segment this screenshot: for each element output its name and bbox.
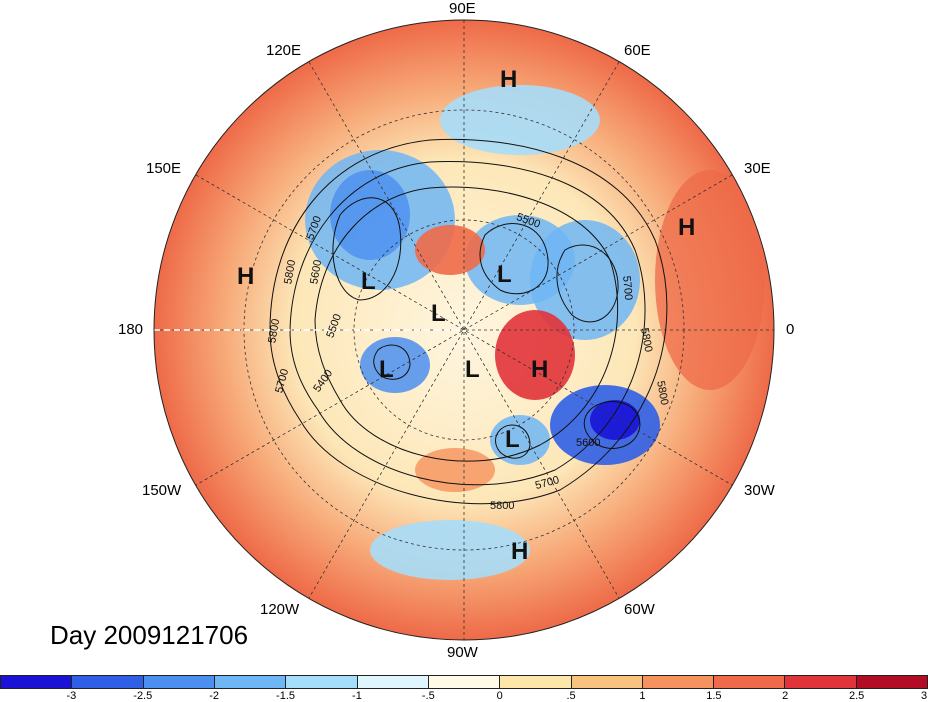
colorbar-swatch [641,676,714,688]
lon-label-0: 0 [786,321,795,338]
colorbar-tick-label: 2 [782,690,789,702]
low-center-6: L [505,426,520,453]
low-center-1: L [361,268,376,295]
colorbar-tick-label: -2.5 [133,690,153,702]
lon-label-150e: 150E [146,160,182,177]
lon-label-120w: 120W [260,601,300,618]
colorbar-tick-label: .5 [566,690,576,702]
height-contours [269,138,668,505]
colorbar-tick-label: -3 [66,690,77,702]
high-center-3: H [237,263,255,290]
contour-label: 5700 [620,275,635,301]
high-center-4: H [531,356,549,383]
colorbar-tick-label: -.5 [421,690,435,702]
lon-label-30w: 30W [744,482,775,499]
lon-label-180: 180 [118,321,144,338]
colorbar-tick-label: 0 [496,690,503,702]
low-center-5: L [465,356,480,383]
colorbar-swatch [71,676,143,688]
colorbar-tick-label: 1 [639,690,646,702]
low-center-4: L [379,356,394,383]
colorbar-tick-label: 1.5 [706,690,722,702]
map-title: Day 2009121706 [50,620,249,650]
contour-label: 5800 [490,500,515,512]
colorbar-swatch [570,676,642,688]
lon-label-120e: 120E [266,42,302,59]
colorbar-swatch [855,676,928,688]
colorbar-swatch [784,676,856,688]
colorbar-tick-label: -2 [209,690,220,702]
lon-label-60w: 60W [624,601,655,618]
polar-map [153,19,775,641]
high-center-2: H [678,214,696,241]
colorbar-swatch [213,676,286,688]
colorbar-tick-label: 2.5 [848,690,865,702]
colorbar [0,675,928,689]
low-center-2: L [497,261,512,288]
lon-label-150w: 150W [142,482,182,499]
colorbar-tick-label: -1 [352,690,362,702]
colorbar-swatch [499,676,571,688]
colorbar-tick-label: -1.5 [276,690,296,702]
lon-label-60e: 60E [624,42,651,59]
colorbar-swatch [713,676,785,688]
colorbar-swatch [427,676,500,688]
lon-label-30e: 30E [744,160,771,177]
colorbar-swatch [142,676,214,688]
colorbar-tick-label: 3 [920,690,928,702]
colorbar-swatch [1,676,72,688]
high-center-1: H [500,66,518,93]
lon-label-90e: 90E [449,0,476,17]
colorbar-swatch [285,676,357,688]
lon-label-90w: 90W [447,644,478,661]
low-center-3: L [431,300,446,327]
anomaly-field [154,20,774,640]
contour-label: 5600 [576,437,601,449]
high-center-5: H [511,538,529,565]
colorbar-swatch [356,676,428,688]
